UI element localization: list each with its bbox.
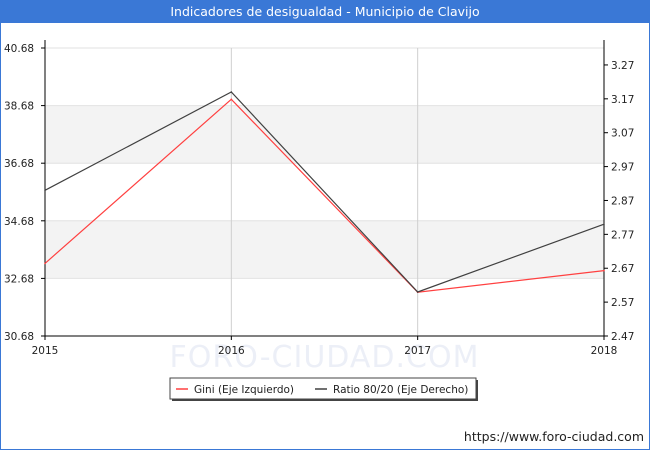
footer-url: https://www.foro-ciudad.com — [463, 429, 644, 444]
y-right-tick-label: 3.27 — [611, 60, 634, 72]
y-left-tick-label: 36.68 — [4, 158, 34, 170]
y-right-tick-label: 2.67 — [611, 263, 634, 275]
series-line-gini — [44, 98, 605, 293]
y-right-tick-label: 2.87 — [611, 195, 634, 207]
y-left-tick-label: 34.68 — [4, 216, 34, 228]
data-point — [416, 291, 419, 293]
grid-band — [45, 220, 604, 279]
y-right-tick-label: 2.57 — [611, 297, 634, 309]
y-right-tick-label: 2.77 — [611, 229, 634, 241]
x-tick-label: 2015 — [32, 345, 59, 357]
y-left-tick-label: 32.68 — [4, 273, 34, 285]
data-point — [603, 223, 605, 225]
data-point — [603, 269, 605, 272]
data-point — [44, 262, 46, 265]
data-point — [230, 98, 233, 101]
x-tick-label: 2016 — [218, 345, 245, 357]
y-right-tick-label: 3.17 — [611, 94, 634, 106]
legend-label: Ratio 80/20 (Eje Derecho) — [333, 384, 468, 396]
y-right-tick-label: 2.97 — [611, 162, 634, 174]
y-left-tick-label: 40.68 — [4, 43, 34, 55]
y-left-tick-label: 30.68 — [4, 331, 34, 343]
x-tick-label: 2017 — [404, 345, 431, 357]
legend-label: Gini (Eje Izquierdo) — [194, 384, 294, 396]
y-right-tick-label: 2.47 — [611, 331, 634, 343]
x-tick-label: 2018 — [591, 345, 618, 357]
y-left-tick-label: 38.68 — [4, 101, 34, 113]
y-right-tick-label: 3.07 — [611, 128, 634, 140]
grid-band — [45, 105, 604, 164]
series-line-ratio — [44, 91, 605, 293]
data-point — [230, 91, 233, 93]
watermark: FORO-CIUDAD.COM — [170, 340, 480, 375]
chart-title: Indicadores de desigualdad - Municipio d… — [0, 0, 650, 23]
data-point — [44, 189, 46, 192]
